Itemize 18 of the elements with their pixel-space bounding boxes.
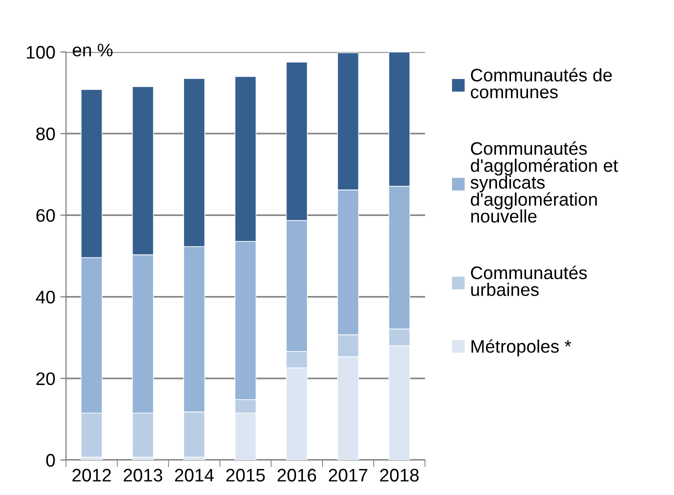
y-tick-label: 0 xyxy=(46,454,55,467)
x-tick-label: 2017 xyxy=(328,468,368,482)
legend-label: Communautés urbaines xyxy=(470,266,587,296)
y-tick-label: 100 xyxy=(26,46,55,59)
y-tick-label: 80 xyxy=(36,128,55,140)
legend-label: Communautés d'agglomération et syndicats d'agglomération nouvelle xyxy=(470,141,618,223)
y-axis-title: en % xyxy=(72,44,113,56)
y-tick-label: 40 xyxy=(36,290,55,304)
y-tick-label: 20 xyxy=(36,372,55,386)
x-tick-label: 2013 xyxy=(124,468,162,482)
x-tick-label: 2015 xyxy=(226,468,265,482)
x-tick-label: 2018 xyxy=(380,468,419,482)
y-tick-label: 60 xyxy=(36,209,55,222)
x-tick-label: 2012 xyxy=(72,468,111,482)
legend-label: Métropoles * xyxy=(472,339,572,356)
x-tick-label: 2016 xyxy=(278,468,316,482)
x-tick-label: 2014 xyxy=(175,468,214,482)
legend-label: Communautés de communes xyxy=(470,68,612,98)
